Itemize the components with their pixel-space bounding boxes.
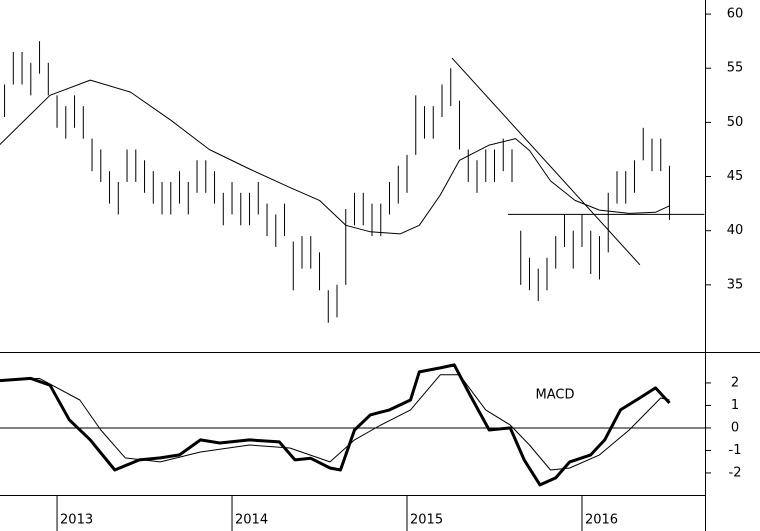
y-tick-label: 2 (731, 375, 739, 390)
y-tick-label: 55 (727, 61, 744, 76)
y-tick-label: -1 (729, 443, 742, 458)
y-tick-label: 35 (727, 277, 744, 292)
y-tick-label: 1 (731, 398, 739, 413)
series-line (0, 374, 670, 471)
x-tick-label: 2013 (60, 513, 93, 528)
y-tick-label: -2 (729, 465, 742, 480)
y-tick-label: 60 (727, 7, 744, 22)
y-tick-label: 45 (727, 169, 744, 184)
x-tick-label: 2015 (410, 513, 443, 528)
x-tick-label: 2014 (235, 513, 268, 528)
x-tick-label: 2016 (585, 513, 618, 528)
y-tick-label: 0 (731, 420, 739, 435)
annotation: MACD (536, 388, 575, 403)
y-tick-label: 40 (727, 223, 744, 238)
series-line (0, 363, 671, 487)
y-tick-label: 50 (727, 115, 744, 130)
trend-line (451, 57, 641, 266)
series-line (0, 79, 670, 235)
